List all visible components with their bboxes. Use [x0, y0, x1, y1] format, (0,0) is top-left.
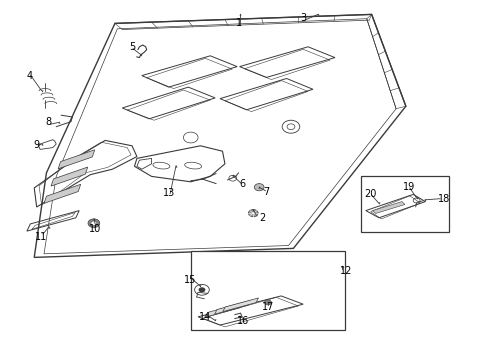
- Text: 15: 15: [183, 275, 196, 285]
- Polygon shape: [206, 303, 242, 317]
- Polygon shape: [58, 150, 95, 169]
- Text: 20: 20: [364, 189, 376, 199]
- Text: 4: 4: [26, 71, 32, 81]
- Polygon shape: [51, 167, 87, 186]
- Text: 12: 12: [339, 266, 351, 276]
- Circle shape: [254, 184, 264, 191]
- Text: 1: 1: [235, 18, 241, 28]
- Text: 5: 5: [129, 42, 135, 52]
- Circle shape: [248, 210, 258, 217]
- Text: 9: 9: [34, 140, 40, 150]
- Circle shape: [198, 287, 205, 292]
- Text: 2: 2: [259, 213, 265, 223]
- Text: 3: 3: [300, 13, 305, 23]
- Polygon shape: [44, 184, 81, 203]
- Bar: [360, 176, 448, 232]
- Text: 18: 18: [437, 194, 449, 204]
- Polygon shape: [214, 301, 250, 314]
- Circle shape: [91, 221, 97, 225]
- Polygon shape: [223, 298, 258, 312]
- Text: 8: 8: [46, 117, 52, 127]
- Text: 16: 16: [237, 316, 249, 326]
- Text: 14: 14: [199, 312, 211, 322]
- Text: 7: 7: [263, 186, 269, 197]
- Text: 11: 11: [35, 232, 48, 242]
- Text: 13: 13: [162, 188, 175, 198]
- Text: 6: 6: [239, 179, 244, 189]
- Bar: [190, 251, 344, 330]
- Polygon shape: [372, 202, 404, 213]
- Circle shape: [264, 300, 271, 305]
- Text: 19: 19: [402, 182, 414, 192]
- Text: 17: 17: [261, 302, 274, 312]
- Text: 10: 10: [89, 224, 102, 234]
- Circle shape: [88, 219, 100, 228]
